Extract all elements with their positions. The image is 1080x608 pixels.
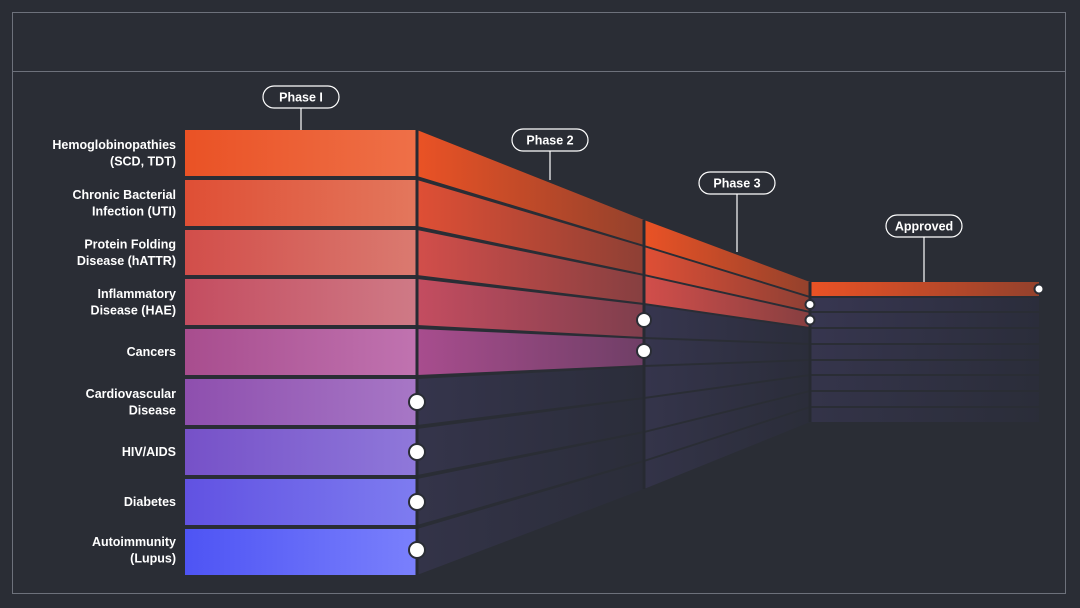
stage-panel <box>185 130 417 176</box>
progress-marker <box>408 493 426 511</box>
stage-panel <box>644 276 810 327</box>
progress-marker <box>804 314 816 326</box>
progress-marker <box>408 443 426 461</box>
stage-panel <box>810 282 1039 296</box>
stage-panel <box>810 313 1039 327</box>
stage-panel <box>417 367 644 425</box>
stage-panel <box>644 376 810 431</box>
row-label-cancers: Cancers <box>127 345 176 359</box>
slide-frame <box>12 12 1066 594</box>
row-label-hemoglobinopathies: Hemoglobinopathies (SCD, TDT) <box>52 138 176 169</box>
phase-pill-text: Approved <box>895 220 953 234</box>
stage-panel <box>417 230 644 303</box>
phase-pill <box>262 85 340 109</box>
stage-panel <box>810 408 1039 422</box>
progress-marker <box>1033 283 1045 295</box>
stage-panels <box>185 130 1039 575</box>
phase-pill-text: Phase I <box>279 91 323 105</box>
stage-panel <box>644 220 810 296</box>
stage-panel <box>644 339 810 365</box>
row-label-inflammatory: Inflammatory Disease (HAE) <box>91 287 176 318</box>
stage-panel <box>644 408 810 489</box>
row-label-chronic-bacterial: Chronic Bacterial Infection (UTI) <box>72 188 176 219</box>
phase-pill <box>698 171 776 195</box>
stage-panel <box>644 392 810 460</box>
row-label-protein-folding: Protein Folding Disease (hATTR) <box>77 237 176 268</box>
stage-panel <box>417 399 644 475</box>
stage-panel <box>644 305 810 343</box>
stage-panel <box>185 529 417 575</box>
stage-panel <box>185 479 417 525</box>
stage-panel <box>185 329 417 375</box>
phase-pill <box>885 214 963 238</box>
stage-panel <box>417 130 644 245</box>
progress-marker <box>408 541 426 559</box>
stage-panel <box>810 361 1039 374</box>
stage-panel <box>810 392 1039 406</box>
stage-panel <box>417 279 644 337</box>
row-label-hiv-aids: HIV/AIDS <box>122 445 176 459</box>
progress-marker <box>408 393 426 411</box>
stage-panel <box>417 433 644 525</box>
stage-panel <box>810 345 1039 359</box>
stage-panel <box>185 230 417 275</box>
stage-panel <box>185 180 417 226</box>
stage-panel <box>185 279 417 325</box>
row-label-diabetes: Diabetes <box>124 495 176 509</box>
phase-labels: Phase I Phase 2 Phase 3 Approved <box>262 85 963 282</box>
progress-marker <box>636 343 652 359</box>
phase-pill-text: Phase 2 <box>526 134 573 148</box>
progress-marker <box>636 312 652 328</box>
phase-label-phase-3: Phase 3 <box>698 171 776 252</box>
stage-panel <box>644 361 810 397</box>
phase-label-phase-2: Phase 2 <box>511 128 589 180</box>
row-label-cardiovascular: Cardiovascular Disease <box>86 387 176 418</box>
phase-pill <box>511 128 589 152</box>
stage-panel <box>185 379 417 425</box>
stage-panel <box>185 429 417 475</box>
phase-label-approved: Approved <box>885 214 963 282</box>
stage-panel <box>810 298 1039 311</box>
header-divider <box>12 71 1066 72</box>
stage-panel <box>417 329 644 375</box>
stage-panel <box>417 462 644 575</box>
phase-pill-text: Phase 3 <box>713 177 760 191</box>
progress-marker <box>804 299 816 310</box>
phase-label-phase-i: Phase I <box>262 85 340 130</box>
progress-markers <box>408 283 1045 559</box>
stage-panel <box>644 247 810 311</box>
row-labels: Hemoglobinopathies (SCD, TDT) Chronic Bact… <box>52 138 176 566</box>
stage-panel <box>417 180 644 274</box>
row-label-autoimmunity: Autoimmunity (Lupus) <box>92 535 176 566</box>
stage-panel <box>810 329 1039 343</box>
stage-panel <box>810 376 1039 390</box>
